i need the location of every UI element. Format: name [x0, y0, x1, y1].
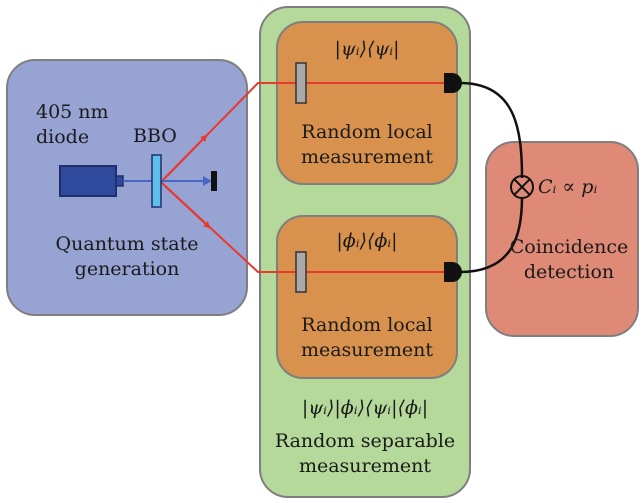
- laser-diode: [59, 165, 117, 197]
- local-measurement-bottom-box: [276, 215, 458, 379]
- bottom-projector-label: |ϕᵢ⟩⟨ϕᵢ|: [336, 230, 397, 252]
- top-projector-label: |ψᵢ⟩⟨ψᵢ|: [334, 38, 399, 60]
- beam-dump: [211, 171, 217, 191]
- laser-label-line-1: 405 nm: [36, 101, 109, 123]
- coincidence-symbol-icon: [510, 175, 534, 199]
- fiber-bottom: [459, 196, 524, 274]
- bbo-label: BBO: [133, 125, 177, 147]
- separable-caption-line-1: Random separable: [275, 430, 455, 452]
- laser-aperture: [115, 175, 124, 187]
- photon-arrow-top: [165, 134, 208, 178]
- separable-caption-line-2: measurement: [299, 455, 431, 477]
- coincidence-caption-line-1: Coincidence: [510, 236, 629, 258]
- polarizer-bottom: [295, 251, 307, 293]
- photon-arrow-bottom: [165, 186, 211, 229]
- source-caption-line-2: generation: [75, 258, 180, 280]
- laser-label-line-2: diode: [36, 126, 89, 148]
- coincidence-caption-line-2: detection: [524, 261, 614, 283]
- fiber-top: [459, 81, 524, 179]
- fiber-coupler-top: [444, 73, 462, 93]
- fiber-coupler-bottom: [444, 262, 462, 282]
- bbo-crystal: [151, 154, 162, 208]
- local-measurement-top-box: [276, 21, 458, 185]
- top-caption-line-1: Random local: [301, 121, 433, 143]
- top-caption-line-2: measurement: [301, 146, 433, 168]
- source-panel: [6, 59, 248, 316]
- source-caption-line-1: Quantum state: [56, 233, 199, 255]
- polarizer-top: [295, 62, 307, 104]
- separable-projector-label: |ψᵢ⟩|ϕᵢ⟩⟨ψᵢ|⟨ϕᵢ|: [302, 397, 428, 419]
- bottom-caption-line-1: Random local: [301, 314, 433, 336]
- coincidence-relation-label: Cᵢ ∝ pᵢ: [538, 176, 597, 198]
- coincidence-panel: [485, 141, 639, 337]
- bottom-caption-line-2: measurement: [301, 339, 433, 361]
- coincidence-cross-b: [513, 178, 531, 196]
- pump-arrow-head: [203, 176, 212, 186]
